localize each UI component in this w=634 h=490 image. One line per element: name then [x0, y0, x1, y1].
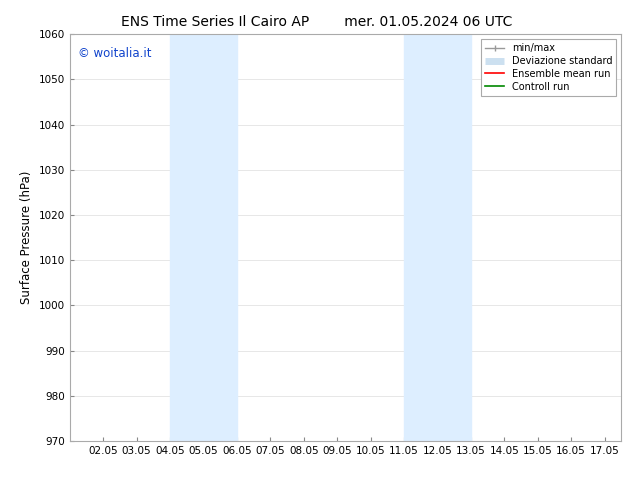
Text: ENS Time Series Il Cairo AP        mer. 01.05.2024 06 UTC: ENS Time Series Il Cairo AP mer. 01.05.2… [121, 15, 513, 29]
Text: © woitalia.it: © woitalia.it [78, 47, 152, 59]
Bar [404, 34, 471, 441]
Bar [170, 34, 237, 441]
Legend: min/max, Deviazione standard, Ensemble mean run, Controll run: min/max, Deviazione standard, Ensemble m… [481, 39, 616, 96]
Y-axis label: Surface Pressure (hPa): Surface Pressure (hPa) [20, 171, 33, 304]
